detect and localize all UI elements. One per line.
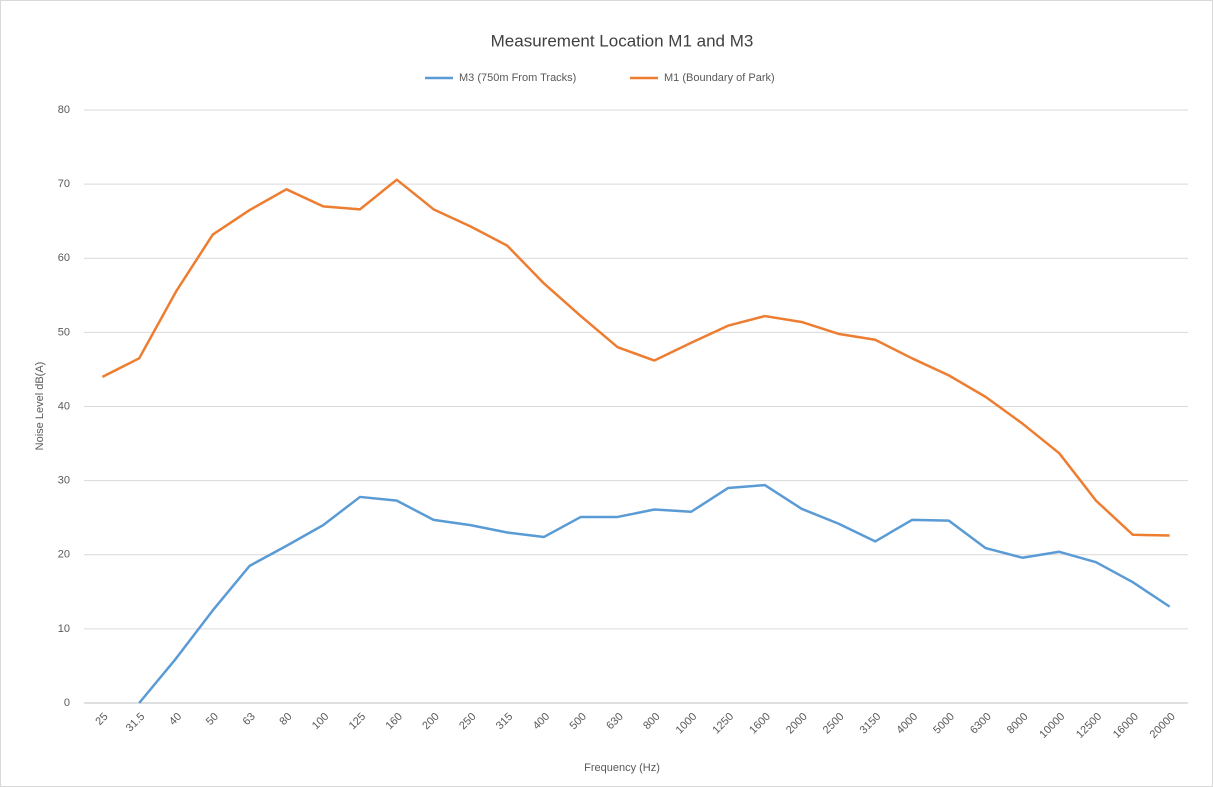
- y-tick-label: 30: [58, 475, 70, 487]
- legend-label: M1 (Boundary of Park): [664, 72, 775, 84]
- series-line: [138, 483, 1171, 704]
- x-axis-label: Frequency (Hz): [584, 762, 660, 774]
- series-line: [101, 178, 1170, 537]
- y-tick-label: 70: [58, 178, 70, 190]
- chart-title: Measurement Location M1 and M3: [491, 31, 754, 50]
- y-tick-label: 20: [58, 549, 70, 561]
- y-tick-label: 50: [58, 326, 70, 338]
- y-axis-label: Noise Level dB(A): [34, 362, 46, 451]
- y-tick-label: 0: [64, 697, 70, 709]
- y-tick-label: 80: [58, 104, 70, 116]
- y-tick-label: 10: [58, 623, 70, 635]
- y-tick-label: 60: [58, 252, 70, 264]
- legend-label: M3 (750m From Tracks): [459, 72, 576, 84]
- y-tick-label: 40: [58, 400, 70, 412]
